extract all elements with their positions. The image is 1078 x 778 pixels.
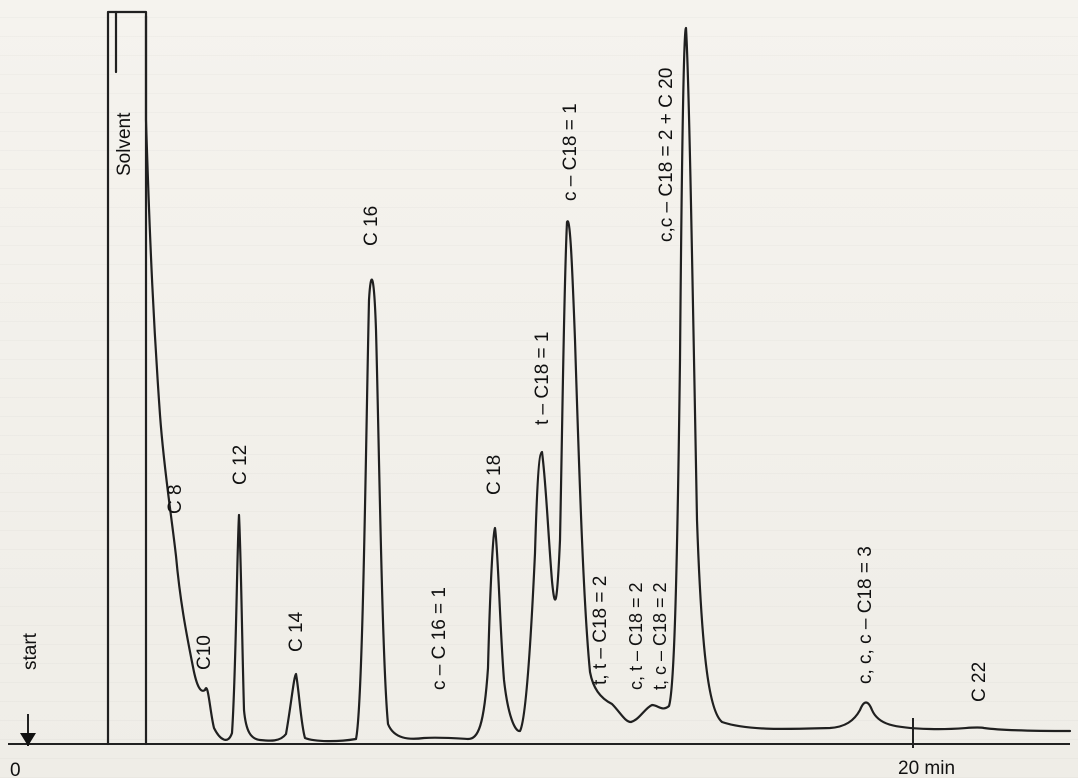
tick-label-20-min: 20 min (898, 758, 955, 778)
label-c-c18-1: c – C18 = 1 (560, 103, 581, 201)
label-c12: C 12 (230, 445, 251, 485)
label-c8: C 8 (165, 484, 186, 514)
label-solvent: Solvent (114, 112, 135, 176)
origin-label: 0 (10, 760, 21, 778)
label-c-t-c18-2: c, t – C18 = 2 (626, 582, 646, 690)
label-ccc-c18-3: c, c, c – C18 = 3 (855, 546, 876, 684)
label-c14: C 14 (286, 611, 307, 652)
label-t-c18-1: t – C18 = 1 (532, 332, 553, 425)
chromatogram-trace (144, 14, 1072, 743)
start-arrow-icon (20, 733, 36, 746)
label-t-t-c18-2: t, t – C18 = 2 (590, 576, 611, 685)
solvent-envelope (106, 10, 148, 746)
label-c16: C 16 (361, 206, 382, 246)
label-t-c-c18-2: t, c – C18 = 2 (650, 582, 670, 690)
label-c18: C 18 (484, 455, 505, 495)
label-c-c16-1: c – C 16 = 1 (429, 587, 450, 690)
label-cc-c18-2-c20: c,c – C18 = 2 + C 20 (656, 68, 677, 242)
label-c22: C 22 (969, 662, 990, 702)
label-c10: C10 (194, 635, 215, 670)
label-start: start (20, 632, 41, 670)
